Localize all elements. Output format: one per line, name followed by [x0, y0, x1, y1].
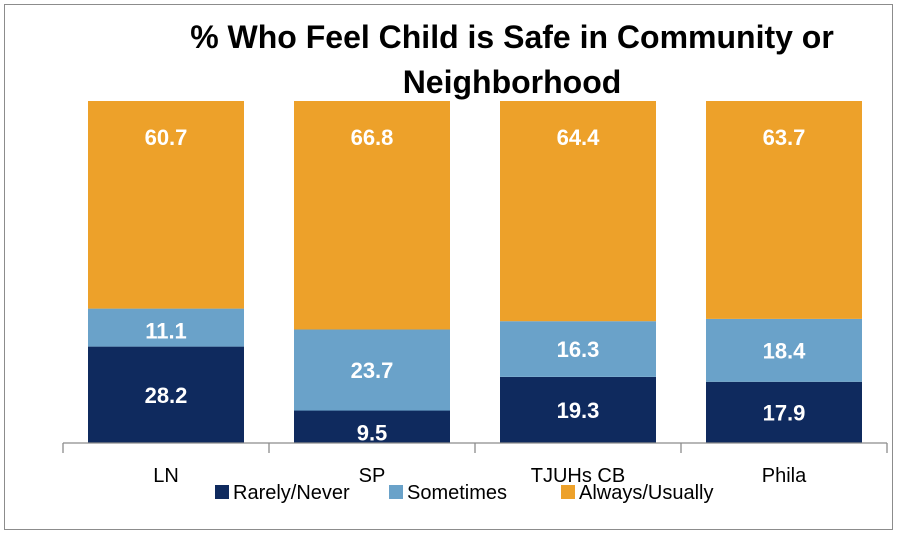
value-label: 64.4 [557, 125, 601, 150]
value-label: 16.3 [557, 337, 600, 362]
bar-segment-sometimes-ln [88, 308, 244, 347]
legend-label: Always/Usually [579, 482, 713, 504]
chart-title-line-1: % Who Feel Child is Safe in Community or [190, 19, 834, 55]
bar-segment-rarely-never-ln [88, 346, 244, 443]
bar-segment-always-usually-tjuhs-cb [500, 101, 656, 322]
chart-title-line-2: Neighborhood [403, 64, 622, 100]
x-tick-label: TJUHs CB [531, 465, 625, 487]
bar-segment-always-usually-phila [706, 101, 862, 319]
value-label: 18.4 [763, 338, 807, 363]
x-axis: LN SP TJUHs CB Phila [62, 442, 888, 487]
bar-segment-rarely-never-sp [294, 410, 450, 443]
legend-swatch [389, 485, 403, 499]
bar-segment-always-usually-ln [88, 101, 244, 309]
value-label: 63.7 [763, 125, 806, 150]
value-label: 17.9 [763, 400, 806, 425]
legend-swatch [561, 485, 575, 499]
x-tick-label: LN [153, 465, 179, 487]
value-label: 11.1 [145, 319, 187, 344]
legend-swatch [215, 485, 229, 499]
value-label: 60.7 [145, 125, 188, 150]
x-tick-label: Phila [762, 465, 807, 487]
bar-segment-sometimes-phila [706, 318, 862, 382]
legend-label: Sometimes [407, 482, 507, 504]
value-label: 19.3 [557, 398, 600, 423]
legend: Rarely/Never Sometimes Always/Usually [215, 482, 713, 504]
bar-segment-always-usually-sp [294, 101, 450, 330]
x-tick-label: SP [359, 465, 386, 487]
bars-group: 28.2 11.1 60.7 9.5 23.7 66.8 19.3 16.3 64.4 17.9 1… [88, 101, 862, 446]
value-label: 9.5 [357, 421, 388, 446]
bar-segment-rarely-never-phila [706, 381, 862, 443]
value-label: 23.7 [351, 358, 394, 383]
bar-segment-rarely-never-tjuhs-cb [500, 377, 656, 443]
bar-segment-sometimes-tjuhs-cb [500, 321, 656, 377]
value-label: 66.8 [351, 125, 394, 150]
legend-label: Rarely/Never [233, 482, 350, 504]
bar-segment-sometimes-sp [294, 329, 450, 411]
value-label: 28.2 [145, 383, 188, 408]
